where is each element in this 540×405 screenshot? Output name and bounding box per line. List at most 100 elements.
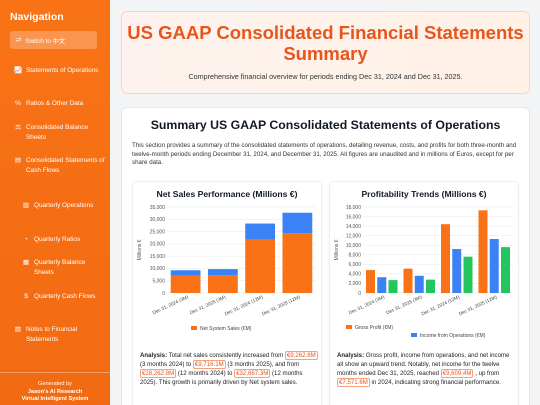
y-tick-label: 18,000 (346, 205, 362, 211)
sidebar-item-label: Consolidated Statements of Cash Flows (26, 157, 105, 174)
profitability-analysis: Analysis: Gross profit, income from oper… (337, 352, 515, 388)
profitability-chart: 0 2,000 4,000 6,000 8,000 10,000 12,000 14,000 1… (334, 205, 513, 339)
file-icon: ▦ (22, 259, 30, 266)
page-header: US GAAP Consolidated Financial Statement… (121, 11, 530, 94)
analysis-lead: Analysis: (337, 352, 365, 359)
analysis-text: in 2024, indicating strong financial per… (371, 378, 501, 386)
sidebar-item-quarterly-operations[interactable]: ▥ Quarterly Operations (22, 201, 106, 211)
highlight-value: €28,262.8M (140, 368, 177, 378)
analysis-text: Total net sales consistently increased f… (168, 352, 284, 359)
sidebar-item-cash-flows[interactable]: ▤ Consolidated Statements of Cash Flows (14, 156, 106, 175)
legend-label: Gross Profit (€M) (355, 325, 393, 331)
bar (366, 270, 375, 293)
bar (170, 275, 201, 293)
y-tick-label: 5,000 (152, 279, 165, 285)
highlight-value: €9,609.4M (440, 368, 474, 378)
bar (282, 212, 313, 234)
sidebar-item-label: Ratios & Other Data (26, 100, 84, 107)
sidebar-item-label: Quarterly Cash Flows (34, 293, 96, 300)
x-tick-label: Dec 31, 2024 (3M) (348, 294, 386, 315)
highlight-value: €7,571.6M (337, 377, 370, 387)
x-tick-label: Dec 31, 2024 (3M) (152, 294, 190, 315)
sidebar-title: Navigation (10, 11, 64, 23)
x-tick-label: Dec 31, 2025 (12M) (458, 294, 498, 316)
sidebar: Navigation ⇄ Switch to 中文 📈 Statements o… (0, 0, 110, 405)
bar (170, 270, 201, 276)
sidebar-item-label: Quarterly Operations (34, 202, 94, 209)
main-content: US GAAP Consolidated Financial Statement… (110, 0, 540, 405)
analysis-text: (3 months 2024) to (140, 360, 192, 368)
page-subtitle: Comprehensive financial overview for per… (188, 72, 463, 81)
y-tick-label: 16,000 (346, 214, 362, 220)
dollar-icon: $ (24, 293, 28, 300)
x-tick-label: Dec 31, 2025 (12M) (261, 294, 301, 316)
sidebar-item-label: Notes to Financial Statements (26, 326, 78, 343)
bar (207, 269, 238, 276)
bar (463, 256, 473, 293)
sidebar-item-statements-of-operations[interactable]: 📈 Statements of Operations (14, 66, 106, 76)
y-tick-label: 35,000 (150, 205, 166, 211)
section-description: This section provides a summary of the c… (132, 142, 517, 167)
chart-line-icon: 📈 (14, 67, 23, 74)
analysis-text: (3 months 2025), and from (227, 360, 300, 368)
document-icon: ▤ (14, 157, 22, 164)
analysis-text: Gross profit, income from operations, an… (337, 352, 510, 377)
notes-icon: ▧ (14, 326, 22, 333)
x-tick-label: Dec 31, 2024 (12M) (421, 294, 461, 316)
bar (282, 233, 313, 293)
sidebar-item-label: Quarterly Ratios (34, 236, 81, 243)
y-axis-label: Millions € (137, 239, 143, 260)
profitability-chart-card: Profitability Trends (Millions €) 0 2,000… (329, 181, 519, 405)
bar (403, 268, 413, 293)
net-sales-analysis: Analysis: Total net sales consistently i… (140, 351, 318, 388)
y-tick-label: 2,000 (348, 281, 361, 287)
x-tick-label: Dec 31, 2025 (3M) (385, 294, 423, 315)
analysis-text: , up from (475, 369, 500, 377)
page-title: US GAAP Consolidated Financial Statement… (127, 22, 524, 64)
chart-title: Profitability Trends (Millions €) (361, 189, 487, 199)
x-tick-label: Dec 31, 2025 (3M) (189, 294, 227, 315)
y-tick-label: 30,000 (150, 217, 166, 223)
highlight-value: €9,262.8M (284, 351, 318, 360)
bar-chart-icon: ▥ (22, 202, 30, 209)
analysis-text: (12 months 2025). This growth is primari… (140, 369, 303, 386)
bar (207, 275, 238, 293)
balance-scale-icon: ⚖ (15, 124, 21, 131)
y-axis-label: Millions € (334, 239, 340, 260)
y-tick-label: 8,000 (348, 253, 361, 259)
y-tick-label: 0 (162, 291, 165, 297)
legend-swatch (411, 333, 417, 337)
sidebar-item-label: Consolidated Balance Sheets (26, 124, 89, 141)
language-icon: ⇄ (16, 36, 22, 44)
pie-chart-icon: ◔ (24, 236, 28, 243)
section-title: Summary US GAAP Consolidated Statements … (150, 118, 501, 132)
y-tick-label: 6,000 (348, 262, 361, 268)
legend-swatch (346, 325, 352, 329)
bar (245, 239, 276, 293)
footer-line: Generated by (38, 381, 72, 387)
bar (452, 249, 462, 293)
bar (478, 210, 488, 293)
y-tick-label: 15,000 (150, 254, 166, 260)
sidebar-item-label: Statements of Operations (26, 67, 99, 74)
sidebar-item-ratios[interactable]: % Ratios & Other Data (14, 99, 106, 109)
sidebar-item-balance-sheets[interactable]: ⚖ Consolidated Balance Sheets (14, 123, 106, 142)
bar (426, 279, 435, 293)
sidebar-item-notes[interactable]: ▧ Notes to Financial Statements (14, 325, 106, 344)
sidebar-item-quarterly-cash-flows[interactable]: $ Quarterly Cash Flows (22, 292, 106, 302)
highlight-value: €9,716.1M (192, 359, 226, 369)
percent-icon: % (15, 100, 21, 107)
legend-swatch (191, 326, 197, 330)
footer-brand: Jason's AI Research (27, 388, 83, 395)
x-tick-label: Dec 31, 2024 (12M) (224, 294, 264, 316)
bar (388, 280, 398, 293)
net-sales-chart-card: Net Sales Performance (Millions €) 0 5,00… (132, 181, 322, 405)
y-tick-label: 4,000 (348, 272, 361, 278)
y-tick-label: 25,000 (150, 229, 166, 235)
language-switch-button[interactable]: ⇄ Switch to 中文 (10, 31, 97, 49)
bar (441, 224, 450, 293)
bar (245, 223, 276, 240)
sidebar-item-quarterly-balance-sheets[interactable]: ▦ Quarterly Balance Sheets (22, 258, 106, 277)
legend-label: Income from Operations (€M) (420, 333, 486, 339)
sidebar-item-quarterly-ratios[interactable]: ◔ Quarterly Ratios (22, 235, 106, 245)
